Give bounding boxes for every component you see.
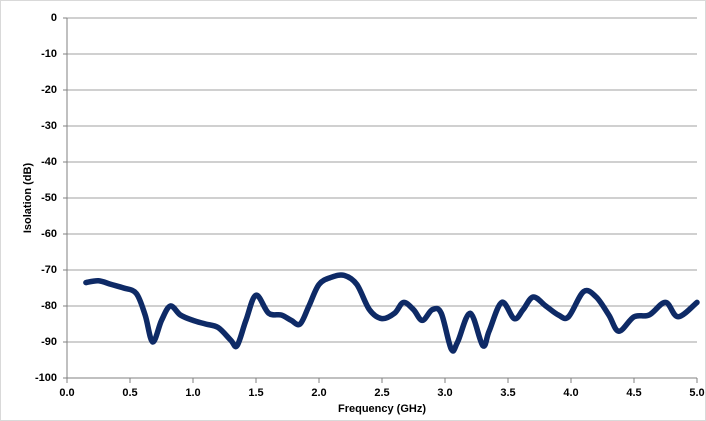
data-line [83,272,700,354]
x-tick-label: 4.5 [626,387,641,399]
x-tick-label: 0.0 [59,387,74,399]
x-tick-label: 2.5 [374,387,389,399]
x-tick-label: 4.0 [563,387,578,399]
y-tick-label: -10 [41,48,57,60]
y-axis-label: Isolation (dB) [22,163,34,234]
y-tick-label: -70 [41,264,57,276]
x-tick-label: 3.0 [437,387,452,399]
y-tick-label: -80 [41,300,57,312]
y-tick-label: -100 [35,372,57,384]
y-tick-label: 0 [51,12,57,24]
x-axis-label: Frequency (GHz) [338,403,426,415]
y-tick-label: -30 [41,120,57,132]
x-tick-label: 5.0 [689,387,704,399]
x-tick-label: 2.0 [311,387,326,399]
x-tick-label: 1.0 [185,387,200,399]
x-tick-label: 1.5 [248,387,263,399]
y-tick-label: -20 [41,84,57,96]
y-tick-label: -90 [41,336,57,348]
y-tick-label: -40 [41,156,57,168]
x-tick-label: 0.5 [122,387,137,399]
x-tick-label: 3.5 [500,387,515,399]
y-tick-label: -60 [41,228,57,240]
y-tick-label: -50 [41,192,57,204]
